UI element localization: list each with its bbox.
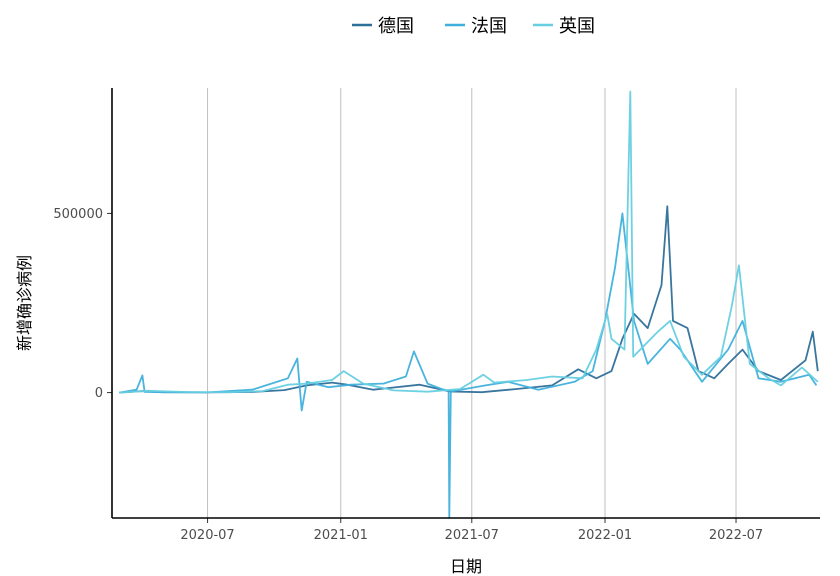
legend-item: 法国 xyxy=(445,16,507,37)
x-tick-label: 2020-07 xyxy=(180,528,234,543)
y-axis-title: 新增确诊病例 xyxy=(15,255,34,351)
x-tick-label: 2021-01 xyxy=(314,528,368,543)
legend-item: 德国 xyxy=(352,16,414,37)
axes: 2020-07 2021-01 2021-07 2022-01 2022-07 0 5000… xyxy=(53,88,820,543)
x-tick-label: 2022-07 xyxy=(709,528,763,543)
legend-item: 英国 xyxy=(533,16,595,37)
series-layer xyxy=(119,90,819,519)
legend-label: 法国 xyxy=(471,16,507,37)
legend-label: 德国 xyxy=(378,16,414,37)
grid-lines xyxy=(207,88,737,518)
y-tick-label: 500000 xyxy=(53,207,103,222)
legend-label: 英国 xyxy=(559,16,595,37)
legend: 德国 法国 英国 xyxy=(352,16,595,37)
x-axis-title: 日期 xyxy=(450,557,482,576)
series-line-1 xyxy=(119,212,818,519)
series-line-2 xyxy=(119,90,819,394)
y-tick-label: 0 xyxy=(95,386,103,401)
series-line-0 xyxy=(119,205,819,394)
x-tick-label: 2021-07 xyxy=(445,528,499,543)
x-tick-label: 2022-01 xyxy=(578,528,632,543)
